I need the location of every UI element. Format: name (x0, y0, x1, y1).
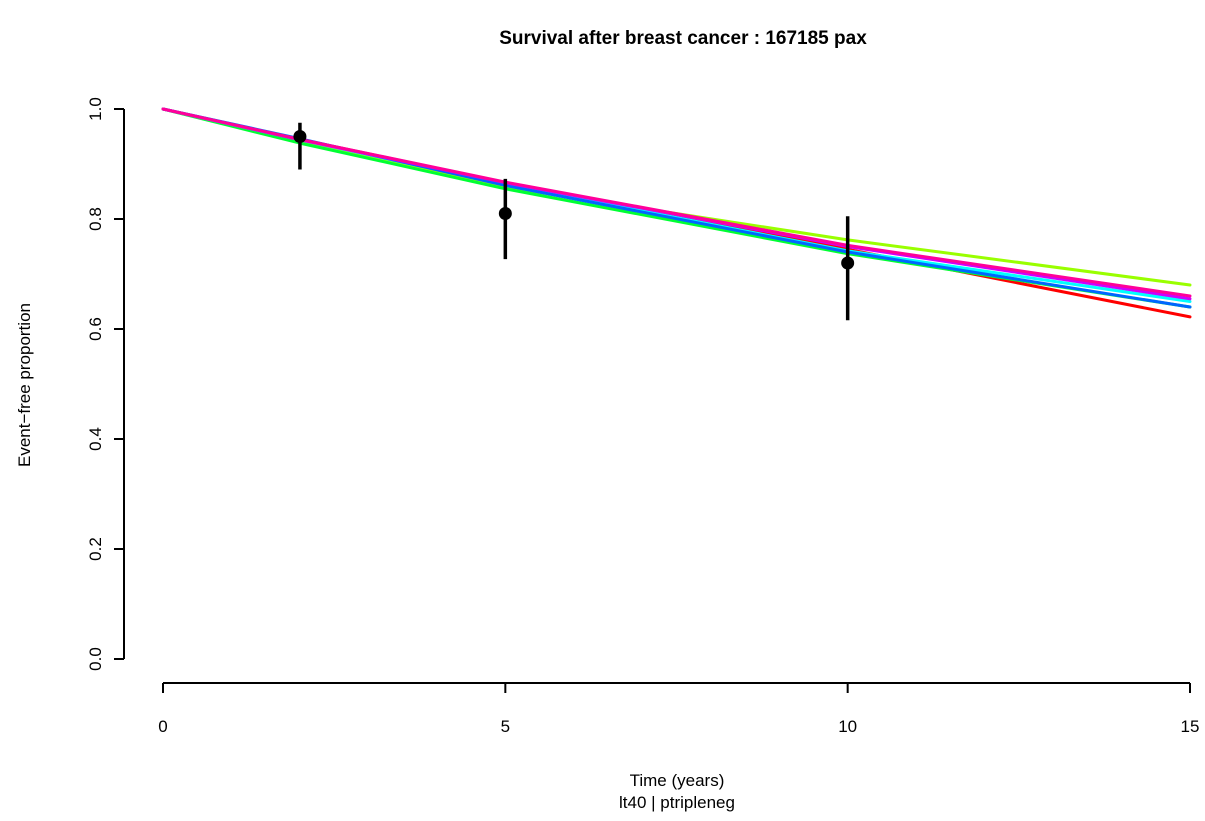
series-line-2 (161, 107, 1192, 287)
x-tick-label: 0 (158, 717, 167, 736)
observed-points (293, 122, 855, 321)
y-tick-label: 0.8 (86, 207, 105, 231)
y-tick-label: 0.6 (86, 317, 105, 341)
chart-title: Survival after breast cancer : 167185 pa… (499, 28, 867, 49)
y-axis: 0.0 0.2 0.4 0.6 0.8 1.0 (86, 97, 125, 671)
observed-point-3 (841, 256, 855, 270)
x-tick-label: 5 (501, 717, 510, 736)
x-tick-label: 10 (838, 717, 857, 736)
observed-point-2 (498, 207, 512, 220)
observed-point-1 (293, 130, 307, 143)
x-axis-subtitle: lt40 | ptripleneg (619, 793, 735, 812)
x-axis-title: Time (years) (630, 771, 725, 790)
x-axis: 0 5 10 15 (158, 682, 1200, 736)
y-tick-label: 0.4 (86, 427, 105, 451)
y-tick-label: 1.0 (86, 97, 105, 121)
x-tick-label: 15 (1181, 717, 1200, 736)
series-line-6 (161, 107, 1192, 301)
y-tick-label: 0.2 (86, 537, 105, 561)
series-lines (161, 107, 1192, 319)
y-axis-title: Event−free proportion (15, 303, 34, 467)
y-tick-label: 0.0 (86, 647, 105, 671)
series-line-7 (161, 107, 1192, 298)
